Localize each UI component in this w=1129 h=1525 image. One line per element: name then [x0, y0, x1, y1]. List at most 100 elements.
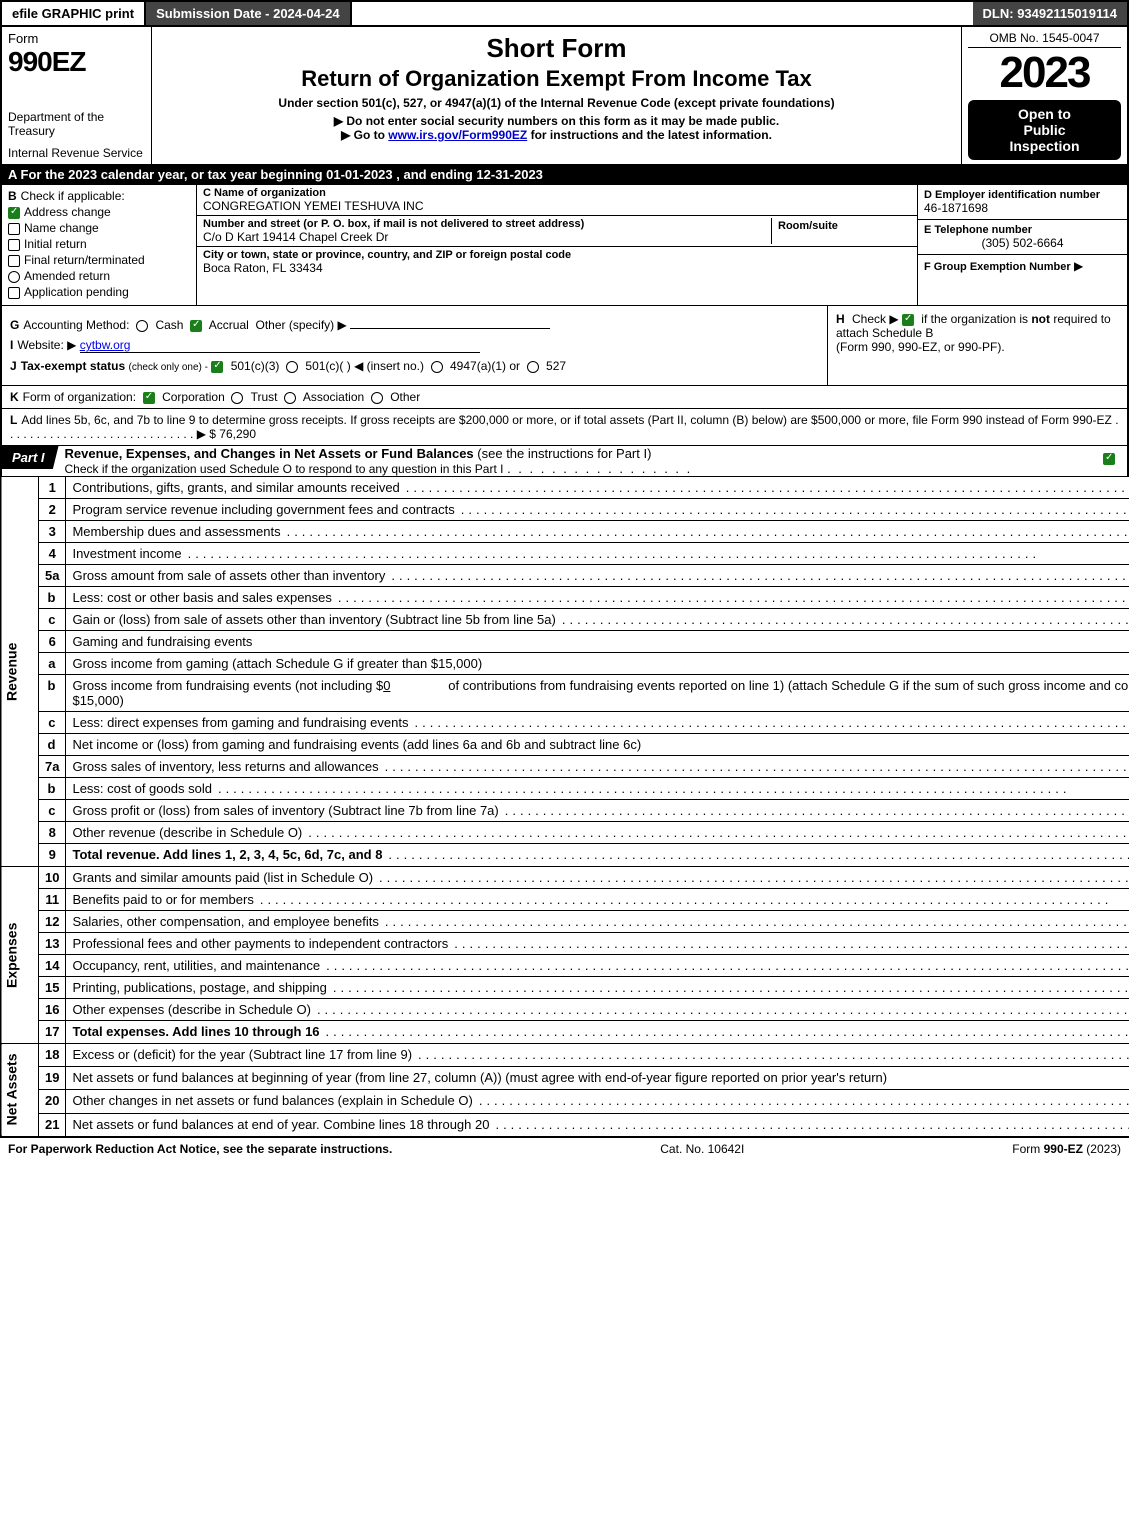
chk-amended-return[interactable]: Amended return	[8, 269, 190, 283]
desc-17: Total expenses. Add lines 10 through 16	[72, 1024, 319, 1039]
row-4: 4 Investment income 4 0	[1, 543, 1129, 565]
g-other-input[interactable]	[350, 328, 550, 329]
section-b: BCheck if applicable: Address change Nam…	[2, 185, 197, 305]
chk-address-change[interactable]: Address change	[8, 205, 190, 219]
chk-name-change[interactable]: Name change	[8, 221, 190, 235]
line-h: H Check ▶ if the organization is not req…	[827, 306, 1127, 385]
d-label: D Employer identification number	[924, 189, 1121, 201]
desc-5a: Gross amount from sale of assets other t…	[72, 568, 385, 583]
entity-block: BCheck if applicable: Address change Nam…	[0, 184, 1129, 305]
meta-left: GAccounting Method: Cash Accrual Other (…	[2, 306, 827, 385]
irs-link[interactable]: www.irs.gov/Form990EZ	[388, 128, 527, 142]
top-bar: efile GRAPHIC print Submission Date - 20…	[0, 0, 1129, 27]
desc-6d: Net income or (loss) from gaming and fun…	[66, 734, 1129, 756]
row-18: Net Assets 18 Excess or (deficit) for th…	[1, 1044, 1129, 1067]
j-o4: 527	[546, 359, 566, 373]
j-label: Tax-exempt status	[21, 359, 125, 373]
chk-h[interactable]	[902, 314, 914, 326]
desc-14: Occupancy, rent, utilities, and maintena…	[72, 958, 320, 973]
chk-final-return[interactable]: Final return/terminated	[8, 253, 190, 267]
h-text1: Check ▶	[852, 312, 899, 326]
line-j: JTax-exempt status (check only one) - 50…	[10, 359, 819, 373]
sidebar-net-assets: Net Assets	[1, 1044, 39, 1136]
efile-print-button[interactable]: efile GRAPHIC print	[2, 2, 146, 25]
dept-treasury: Department of the Treasury	[8, 110, 145, 138]
inspect-line2: Public	[972, 122, 1117, 138]
website-link[interactable]: cytbw.org	[80, 338, 480, 353]
f-label: F Group Exemption Number	[924, 261, 1071, 273]
chk-4947[interactable]	[431, 361, 443, 373]
k-label: Form of organization:	[23, 390, 136, 404]
desc-20: Other changes in net assets or fund bala…	[72, 1093, 472, 1108]
desc-2: Program service revenue including govern…	[72, 502, 454, 517]
desc-13: Professional fees and other payments to …	[72, 936, 448, 951]
desc-21: Net assets or fund balances at end of ye…	[72, 1117, 489, 1132]
h-not: not	[1031, 312, 1050, 326]
desc-16: Other expenses (describe in Schedule O)	[72, 1002, 310, 1017]
row-5a: 5a Gross amount from sale of assets othe…	[1, 565, 1129, 587]
row-3: 3 Membership dues and assessments 3 61,3…	[1, 521, 1129, 543]
section-def: D Employer identification number 46-1871…	[917, 185, 1127, 305]
g-cash: Cash	[155, 318, 183, 332]
submission-date-button[interactable]: Submission Date - 2024-04-24	[146, 2, 352, 25]
desc-9: Total revenue. Add lines 1, 2, 3, 4, 5c,…	[72, 847, 382, 862]
desc-1: Contributions, gifts, grants, and simila…	[72, 480, 399, 495]
row-2: 2 Program service revenue including gove…	[1, 499, 1129, 521]
goto-post: for instructions and the latest informat…	[527, 128, 772, 142]
chk-527[interactable]	[527, 361, 539, 373]
desc-11: Benefits paid to or for members	[72, 892, 253, 907]
header-right: OMB No. 1545-0047 2023 Open to Public In…	[962, 27, 1127, 164]
tax-year: 2023	[968, 48, 1121, 98]
row-14: 14 Occupancy, rent, utilities, and maint…	[1, 955, 1129, 977]
desc-18: Excess or (deficit) for the year (Subtra…	[72, 1047, 412, 1062]
page-footer: For Paperwork Reduction Act Notice, see …	[0, 1136, 1129, 1160]
ein-value: 46-1871698	[924, 201, 1121, 215]
row-9: 9 Total revenue. Add lines 1, 2, 3, 4, 5…	[1, 844, 1129, 867]
chk-accrual[interactable]	[190, 320, 202, 332]
row-1: Revenue 1 Contributions, gifts, grants, …	[1, 477, 1129, 499]
form-number: 990EZ	[8, 46, 145, 78]
sidebar-expenses: Expenses	[1, 867, 39, 1044]
chk-corporation[interactable]	[143, 392, 155, 404]
room-label: Room/suite	[778, 220, 905, 232]
h-text4: (Form 990, 990-EZ, or 990-PF).	[836, 340, 1005, 354]
chk-501c[interactable]	[286, 361, 298, 373]
row-6c: c Less: direct expenses from gaming and …	[1, 712, 1129, 734]
part-i-checknote: Check if the organization used Schedule …	[65, 462, 504, 476]
part-i-title: Revenue, Expenses, and Changes in Net As…	[65, 442, 474, 461]
chk-application-pending[interactable]: Application pending	[8, 285, 190, 299]
desc-6b: Gross income from fundraising events (no…	[66, 675, 1129, 712]
h-text2: if the organization is	[921, 312, 1031, 326]
short-form-title: Short Form	[160, 33, 953, 64]
goto-note: ▶ Go to www.irs.gov/Form990EZ for instru…	[160, 128, 953, 142]
k-o1: Corporation	[162, 390, 225, 404]
desc-19: Net assets or fund balances at beginning…	[72, 1070, 887, 1085]
row-15: 15 Printing, publications, postage, and …	[1, 977, 1129, 999]
g-label: Accounting Method:	[23, 318, 129, 332]
e-label: E Telephone number	[924, 224, 1121, 236]
chk-cash[interactable]	[136, 320, 148, 332]
row-21: 21 Net assets or fund balances at end of…	[1, 1113, 1129, 1136]
chk-other-org[interactable]	[371, 392, 383, 404]
ssn-note: ▶ Do not enter social security numbers o…	[160, 114, 953, 128]
c-name-label: C Name of organization	[203, 187, 911, 199]
c-city-label: City or town, state or province, country…	[203, 249, 911, 261]
dln-label: DLN: 93492115019114	[973, 2, 1127, 25]
chk-initial-return[interactable]: Initial return	[8, 237, 190, 251]
chk-trust[interactable]	[231, 392, 243, 404]
chk-part-i-schedule-o[interactable]	[1103, 453, 1115, 465]
part-i-hint: (see the instructions for Part I)	[477, 446, 651, 461]
line-l: LAdd lines 5b, 6c, and 7b to line 9 to d…	[0, 408, 1129, 445]
row-5b: b Less: cost or other basis and sales ex…	[1, 587, 1129, 609]
org-address: C/o D Kart 19414 Chapel Creek Dr	[203, 230, 771, 244]
g-accrual: Accrual	[209, 318, 249, 332]
desc-6: Gaming and fundraising events	[66, 631, 1129, 653]
desc-8: Other revenue (describe in Schedule O)	[72, 825, 302, 840]
org-city: Boca Raton, FL 33434	[203, 261, 911, 275]
row-17: 17 Total expenses. Add lines 10 through …	[1, 1021, 1129, 1044]
row-6b: b Gross income from fundraising events (…	[1, 675, 1129, 712]
chk-association[interactable]	[284, 392, 296, 404]
desc-15: Printing, publications, postage, and shi…	[72, 980, 326, 995]
chk-501c3[interactable]	[211, 361, 223, 373]
desc-7b: Less: cost of goods sold	[72, 781, 211, 796]
